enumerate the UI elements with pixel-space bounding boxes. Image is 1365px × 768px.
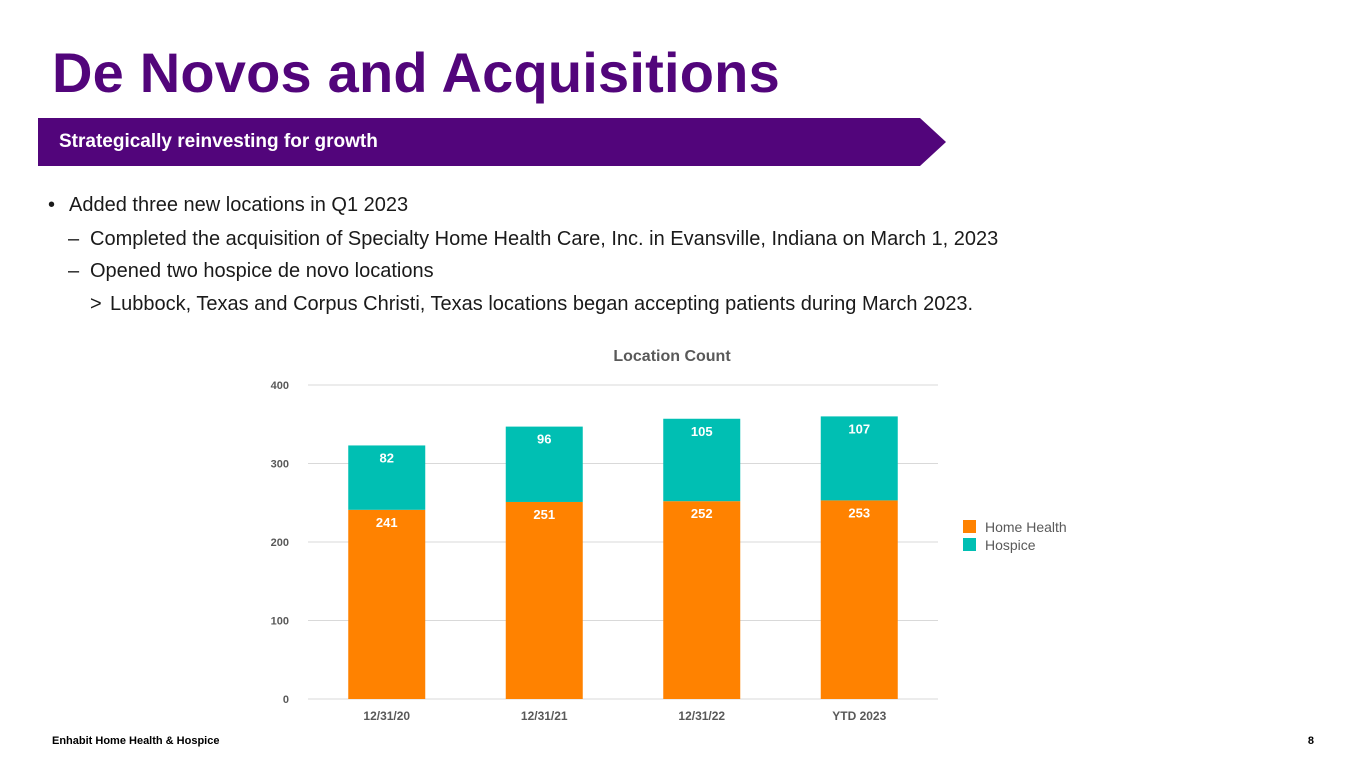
x-tick-label: 12/31/21 — [521, 709, 568, 723]
x-tick-label: 12/31/20 — [363, 709, 410, 723]
bullet-text: Added three new locations in Q1 2023 — [69, 194, 409, 216]
bullet-text: Opened two hospice de novo locations — [90, 260, 434, 282]
subtitle-banner: Strategically reinvesting for growth — [38, 118, 946, 166]
bar-hospice — [820, 416, 898, 501]
bullet-marker: • — [48, 194, 56, 216]
y-tick-label: 200 — [271, 537, 289, 549]
bar-hospice — [348, 445, 426, 510]
x-tick-label: YTD 2023 — [832, 709, 886, 723]
legend-swatch — [963, 520, 976, 533]
bar-hospice — [663, 418, 741, 502]
banner-arrow-shape — [38, 118, 946, 166]
bar-hospice — [505, 426, 583, 502]
bar-home-health — [663, 501, 741, 699]
bar-home-health — [505, 501, 583, 699]
data-label: 253 — [848, 505, 870, 520]
data-label: 252 — [691, 506, 713, 521]
bullet-text: Completed the acquisition of Specialty H… — [90, 228, 999, 250]
legend-swatch — [963, 538, 976, 551]
data-label: 251 — [533, 507, 555, 522]
page-number: 8 — [1307, 735, 1314, 747]
y-tick-label: 100 — [271, 616, 289, 628]
data-label: 96 — [537, 432, 551, 447]
legend-label: Hospice — [985, 537, 1036, 553]
data-label: 105 — [691, 424, 713, 439]
footer-company: Enhabit Home Health & Hospice — [52, 735, 220, 747]
data-label: 107 — [848, 421, 870, 436]
data-label: 82 — [380, 450, 394, 465]
legend-label: Home Health — [985, 519, 1067, 535]
y-tick-label: 400 — [271, 380, 289, 392]
bar-home-health — [348, 509, 426, 699]
subtitle: Strategically reinvesting for growth — [59, 131, 378, 152]
bullet-marker: > — [90, 293, 102, 315]
bullet-text: Lubbock, Texas and Corpus Christi, Texas… — [110, 293, 974, 315]
bullet-marker: – — [68, 228, 80, 250]
page-title: De Novos and Acquisitions — [52, 41, 780, 104]
y-tick-label: 300 — [271, 459, 289, 471]
x-tick-label: 12/31/22 — [678, 709, 725, 723]
chart-title: Location Count — [613, 348, 731, 365]
bullet-marker: – — [68, 260, 80, 282]
y-tick-label: 0 — [283, 694, 289, 706]
bar-home-health — [820, 500, 898, 699]
data-label: 241 — [376, 515, 398, 530]
